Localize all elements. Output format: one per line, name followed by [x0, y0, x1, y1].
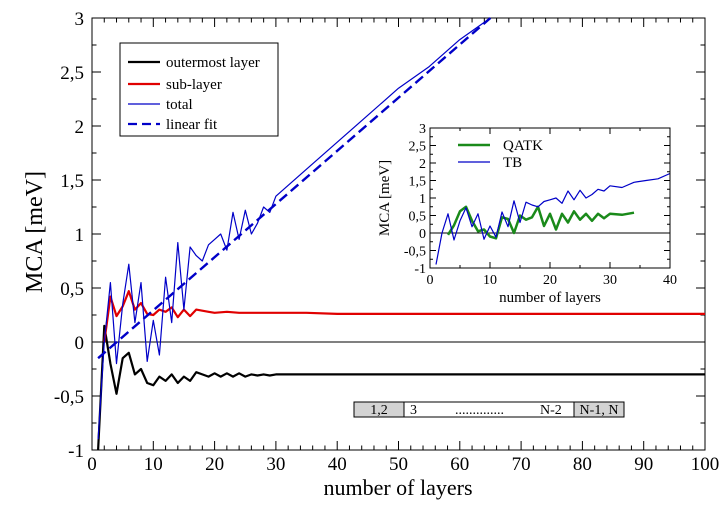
- inset-y-tick-label: 0,5: [409, 210, 427, 225]
- inset-plot-frame: [429, 127, 671, 269]
- layer-box-n-1-n-label: N-1, N: [580, 403, 619, 418]
- main-series-linear-fit: [97, 17, 492, 360]
- main-y-tick-label: 2: [75, 117, 85, 138]
- main-y-tick-label: 0: [75, 333, 85, 354]
- layer-box-dots-label: ..............: [455, 403, 504, 418]
- inset-legend-label-qatk: QATK: [503, 138, 543, 154]
- layer-box-n-2-label: N-2: [540, 403, 562, 418]
- main-y-tick-label: -1: [68, 441, 84, 462]
- main-y-tick-label: 0,5: [60, 279, 84, 300]
- main-x-tick-label: 40: [328, 454, 347, 475]
- main-x-tick-label: 50: [389, 454, 408, 475]
- inset-x-tick-label: 0: [427, 273, 434, 288]
- main-x-tick-label: 90: [634, 454, 653, 475]
- layer-index-annotation: 1,2 3 .............. N-2 N-1, N: [353, 401, 625, 418]
- inset-x-tick-label: 30: [603, 273, 617, 288]
- inset-y-axis-title: MCA [meV]: [377, 160, 393, 236]
- main-x-tick-label: 10: [144, 454, 163, 475]
- inset-y-tick-label: 2,5: [409, 140, 427, 155]
- inset-series-qatk: [446, 205, 635, 240]
- inset-x-axis-title: number of layers: [499, 290, 601, 306]
- main-x-tick-label: 70: [512, 454, 531, 475]
- main-x-axis-title: number of layers: [323, 475, 472, 500]
- inset-x-tick-label: 20: [543, 273, 557, 288]
- legend-label-linear-fit: linear fit: [166, 117, 218, 133]
- main-legend-box: [119, 42, 279, 137]
- legend-label-total: total: [166, 97, 193, 113]
- main-legend: outermost layer sub-layer total linear f…: [119, 42, 279, 137]
- inset-series-tb: [435, 172, 671, 265]
- inset-x-tick-label: 40: [663, 273, 677, 288]
- inset-y-tick-label: 2: [419, 157, 426, 172]
- main-x-tick-label: 80: [573, 454, 592, 475]
- main-y-axis-title: MCA [meV]: [22, 171, 48, 293]
- inset-y-tick-label: 1,5: [409, 175, 427, 190]
- main-y-tick-label: 1: [75, 225, 85, 246]
- inset-chart: 0 10 20 30 40-1-0,500,511,522,53 number of l…: [377, 122, 677, 306]
- main-y-tick-label: -0,5: [54, 387, 84, 408]
- main-x-tick-label: 100: [691, 454, 720, 475]
- main-y-tick-label: 1,5: [60, 171, 84, 192]
- main-y-tick-label: 3: [75, 9, 85, 30]
- inset-y-tick-label: -0,5: [404, 245, 426, 260]
- legend-label-outermost: outermost layer: [166, 55, 260, 71]
- inset-y-tick-label: 3: [419, 122, 426, 137]
- inset-y-tick-label: -1: [414, 262, 426, 277]
- layer-box-1-2-label: 1,2: [370, 403, 388, 418]
- main-series-total: [97, 17, 491, 440]
- layer-box-3-label: 3: [410, 403, 417, 418]
- inset-y-tick-label: 1: [419, 192, 426, 207]
- inset-background: [430, 128, 670, 268]
- main-series-outermost-layer: [97, 324, 705, 451]
- main-x-tick-label: 0: [87, 454, 97, 475]
- main-series-sub-layer: [103, 290, 705, 343]
- main-x-tick-label: 30: [266, 454, 285, 475]
- inset-legend-label-tb: TB: [503, 155, 522, 171]
- inset-x-tick-label: 10: [483, 273, 497, 288]
- legend-label-sublayer: sub-layer: [166, 77, 222, 93]
- inset-y-tick-label: 0: [419, 227, 426, 242]
- main-y-tick-label: 2,5: [60, 63, 84, 84]
- main-x-tick-label: 20: [205, 454, 224, 475]
- layer-box-n-1-n: [573, 401, 625, 418]
- main-x-tick-label: 60: [450, 454, 469, 475]
